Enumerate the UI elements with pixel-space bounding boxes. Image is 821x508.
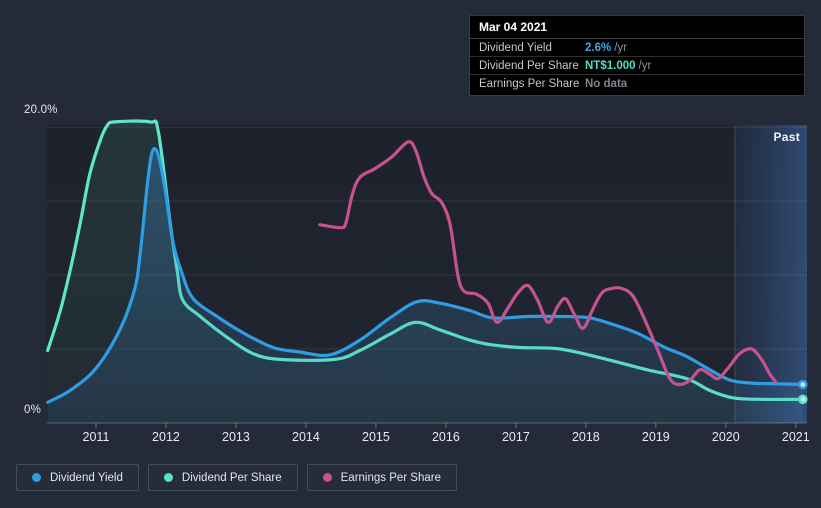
- chart-plot-area: 2011 2012 2013 2014 2015 2016 2017 2018 2019 2020…: [46, 119, 810, 444]
- chart-tooltip: Mar 04 2021 Dividend Yield 2.6% /yr Divi…: [469, 15, 805, 96]
- series-line-earnings-per-share: [318, 140, 778, 387]
- chart-canvas[interactable]: 2011 2012 2013 2014 2015 2016 2017 2018 2019 2020…: [46, 119, 810, 444]
- y-axis-label-top: 20.0%: [24, 104, 58, 116]
- series-line-dividend-yield: [46, 146, 805, 404]
- tooltip-row-dividend-per-share: Dividend Per Share NT$1.000 /yr: [470, 57, 804, 75]
- x-tick-label: 2019: [642, 430, 670, 444]
- legend-item-earnings-per-share[interactable]: Earnings Per Share: [306, 464, 457, 491]
- x-tick-label: 2017: [502, 430, 530, 444]
- tooltip-date: Mar 04 2021: [470, 16, 804, 39]
- tooltip-suffix: /yr: [638, 59, 652, 72]
- tooltip-label: Earnings Per Share: [479, 77, 580, 90]
- series-end-dot-dividend-yield: [798, 379, 808, 390]
- tooltip-suffix: /yr: [614, 41, 627, 54]
- x-tick-label: 2014: [292, 430, 320, 444]
- tooltip-row-dividend-yield: Dividend Yield 2.6% /yr: [470, 39, 804, 57]
- x-tick-label: 2011: [83, 430, 110, 444]
- legend-dot-icon: [322, 473, 332, 482]
- series-area-dividend-yield: [47, 148, 803, 423]
- x-tick-label: 2021: [782, 430, 810, 444]
- x-tick-label: 2018: [572, 430, 600, 444]
- tooltip-label: Dividend Per Share: [479, 59, 579, 72]
- legend-item-dividend-yield[interactable]: Dividend Yield: [16, 464, 139, 491]
- legend-item-dividend-per-share[interactable]: Dividend Per Share: [147, 464, 298, 491]
- legend-label: Earnings Per Share: [340, 471, 441, 484]
- tooltip-row-earnings-per-share: Earnings Per Share No data: [470, 75, 804, 95]
- tooltip-value: No data: [585, 77, 628, 90]
- x-tick-label: 2012: [152, 430, 180, 444]
- x-tick-label: 2013: [222, 430, 250, 444]
- x-tick-label: 2020: [712, 430, 740, 444]
- legend-dot-icon: [163, 473, 173, 482]
- x-tick-label: 2015: [362, 430, 390, 444]
- past-band-label: Past: [773, 130, 800, 144]
- chart-legend: Dividend Yield Dividend Per Share Earnings…: [16, 464, 457, 491]
- tooltip-value: NT$1.000: [585, 59, 636, 72]
- tooltip-value: 2.6%: [585, 41, 612, 54]
- y-axis-label-bottom: 0%: [24, 404, 42, 416]
- legend-dot-icon: [32, 473, 41, 482]
- legend-label: Dividend Per Share: [181, 471, 282, 484]
- legend-label: Dividend Yield: [50, 471, 123, 484]
- x-tick-label: 2016: [432, 430, 460, 444]
- tooltip-label: Dividend Yield: [479, 41, 552, 54]
